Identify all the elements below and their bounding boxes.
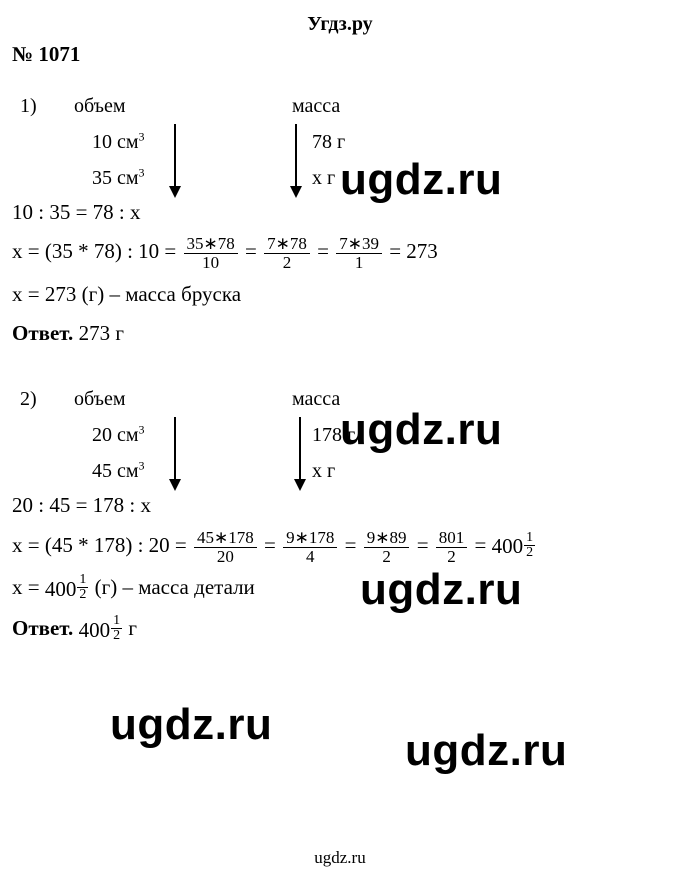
part2-proportion: 20 : 45 = 178 : х <box>12 489 670 523</box>
frac-num: 801 <box>436 529 468 548</box>
part1-c1r1-val: 10 см <box>92 131 139 153</box>
mixed-whole: 400 <box>45 573 77 607</box>
equals: = <box>417 533 434 557</box>
part2-c1r1-sup: 3 <box>139 422 145 436</box>
arrow-down-icon <box>292 417 308 493</box>
part2-c2r2: х г <box>312 455 335 487</box>
content-area: № 1071 1) объем масса 10 см3 35 см3 78 г… <box>0 0 680 663</box>
part1-answer: Ответ. 273 г <box>12 317 670 351</box>
frac: 7∗782 <box>264 235 310 272</box>
part2-c1r2-val: 45 см <box>92 460 139 482</box>
equals: = <box>264 533 281 557</box>
mixed-frac: 12 <box>524 531 535 560</box>
spacer <box>12 357 670 379</box>
problem-number: № 1071 <box>12 38 670 72</box>
frac-den: 10 <box>184 254 238 272</box>
part1-c1r2-sup: 3 <box>139 165 145 179</box>
frac: 35∗7810 <box>184 235 238 272</box>
part1-c1r2: 35 см3 <box>92 162 145 194</box>
part2-calc: х = (45 * 178) : 20 = 45∗17820 = 9∗1784 … <box>12 529 670 566</box>
part1-c2r1: 78 г <box>312 126 345 158</box>
equals: = <box>475 533 492 557</box>
frac-num: 1 <box>524 531 535 546</box>
equals: = <box>317 239 334 263</box>
answer-label: Ответ. <box>12 321 73 345</box>
site-header: Угдз.ру <box>0 8 680 40</box>
frac-num: 7∗78 <box>264 235 310 254</box>
frac-den: 2 <box>77 588 88 602</box>
part1-c1r2-val: 35 см <box>92 167 139 189</box>
part1-c2r2: х г <box>312 162 335 194</box>
part2-table: 2) объем масса 20 см3 45 см3 178 г х г <box>12 379 670 489</box>
frac-den: 20 <box>194 548 257 566</box>
frac-den: 2 <box>364 548 410 566</box>
part2-result-line: х = 40012 (г) – масса детали <box>12 571 670 606</box>
page-root: Угдз.ру № 1071 1) объем масса 10 см3 35 … <box>0 0 680 877</box>
frac: 7∗391 <box>336 235 382 272</box>
frac: 8012 <box>436 529 468 566</box>
watermark-text: ugdz.ru <box>405 716 567 786</box>
part2-col2-header: масса <box>292 383 340 415</box>
result-prefix: х = <box>12 575 45 599</box>
frac-num: 7∗39 <box>336 235 382 254</box>
site-footer: ugdz.ru <box>0 844 680 871</box>
frac-num: 45∗178 <box>194 529 257 548</box>
part2-c1r2-sup: 3 <box>139 458 145 472</box>
watermark-text: ugdz.ru <box>110 690 272 760</box>
part2-c1r2: 45 см3 <box>92 455 145 487</box>
frac-den: 1 <box>336 254 382 272</box>
mixed-whole: 400 <box>492 530 524 564</box>
part1-proportion: 10 : 35 = 78 : х <box>12 196 670 230</box>
part1-calc: х = (35 * 78) : 10 = 35∗7810 = 7∗782 = 7… <box>12 235 670 272</box>
answer-value: 273 г <box>73 321 124 345</box>
frac-num: 1 <box>111 614 122 629</box>
part2-index: 2) <box>20 383 37 415</box>
arrow-down-icon <box>288 124 304 200</box>
frac-den: 4 <box>283 548 337 566</box>
frac: 9∗1784 <box>283 529 337 566</box>
part1-c1r1-sup: 3 <box>139 129 145 143</box>
arrow-down-icon <box>167 124 183 200</box>
equals: = <box>245 239 262 263</box>
mixed-whole: 400 <box>79 614 111 648</box>
frac-den: 2 <box>264 254 310 272</box>
equals: = <box>345 533 362 557</box>
frac-den: 2 <box>111 629 122 643</box>
part1-col2-header: масса <box>292 90 340 122</box>
frac-den: 2 <box>524 546 535 560</box>
part2-c1r1-val: 20 см <box>92 424 139 446</box>
result-suffix: (г) – масса детали <box>89 575 254 599</box>
frac-num: 35∗78 <box>184 235 238 254</box>
mixed-frac: 12 <box>111 614 122 643</box>
frac: 45∗17820 <box>194 529 257 566</box>
part1-result-line: х = 273 (г) – масса бруска <box>12 278 670 312</box>
frac-num: 1 <box>77 573 88 588</box>
frac: 9∗892 <box>364 529 410 566</box>
part1-calc-prefix: х = (35 * 78) : 10 = <box>12 239 182 263</box>
answer-label: Ответ. <box>12 616 73 640</box>
frac-den: 2 <box>436 548 468 566</box>
part2-c1r1: 20 см3 <box>92 419 145 451</box>
part1-calc-result: = 273 <box>389 239 438 263</box>
arrow-down-icon <box>167 417 183 493</box>
part2-calc-prefix: х = (45 * 178) : 20 = <box>12 533 192 557</box>
part1-col1-header: объем <box>74 90 126 122</box>
part1-index: 1) <box>20 90 37 122</box>
part1-c1r1: 10 см3 <box>92 126 145 158</box>
frac-num: 9∗178 <box>283 529 337 548</box>
part2-c2r1: 178 г <box>312 419 355 451</box>
answer-suffix: г <box>123 616 137 640</box>
frac-num: 9∗89 <box>364 529 410 548</box>
part1-table: 1) объем масса 10 см3 35 см3 78 г х г <box>12 86 670 196</box>
mixed-frac: 12 <box>77 573 88 602</box>
part2-answer: Ответ. 40012 г <box>12 612 670 647</box>
part2-col1-header: объем <box>74 383 126 415</box>
